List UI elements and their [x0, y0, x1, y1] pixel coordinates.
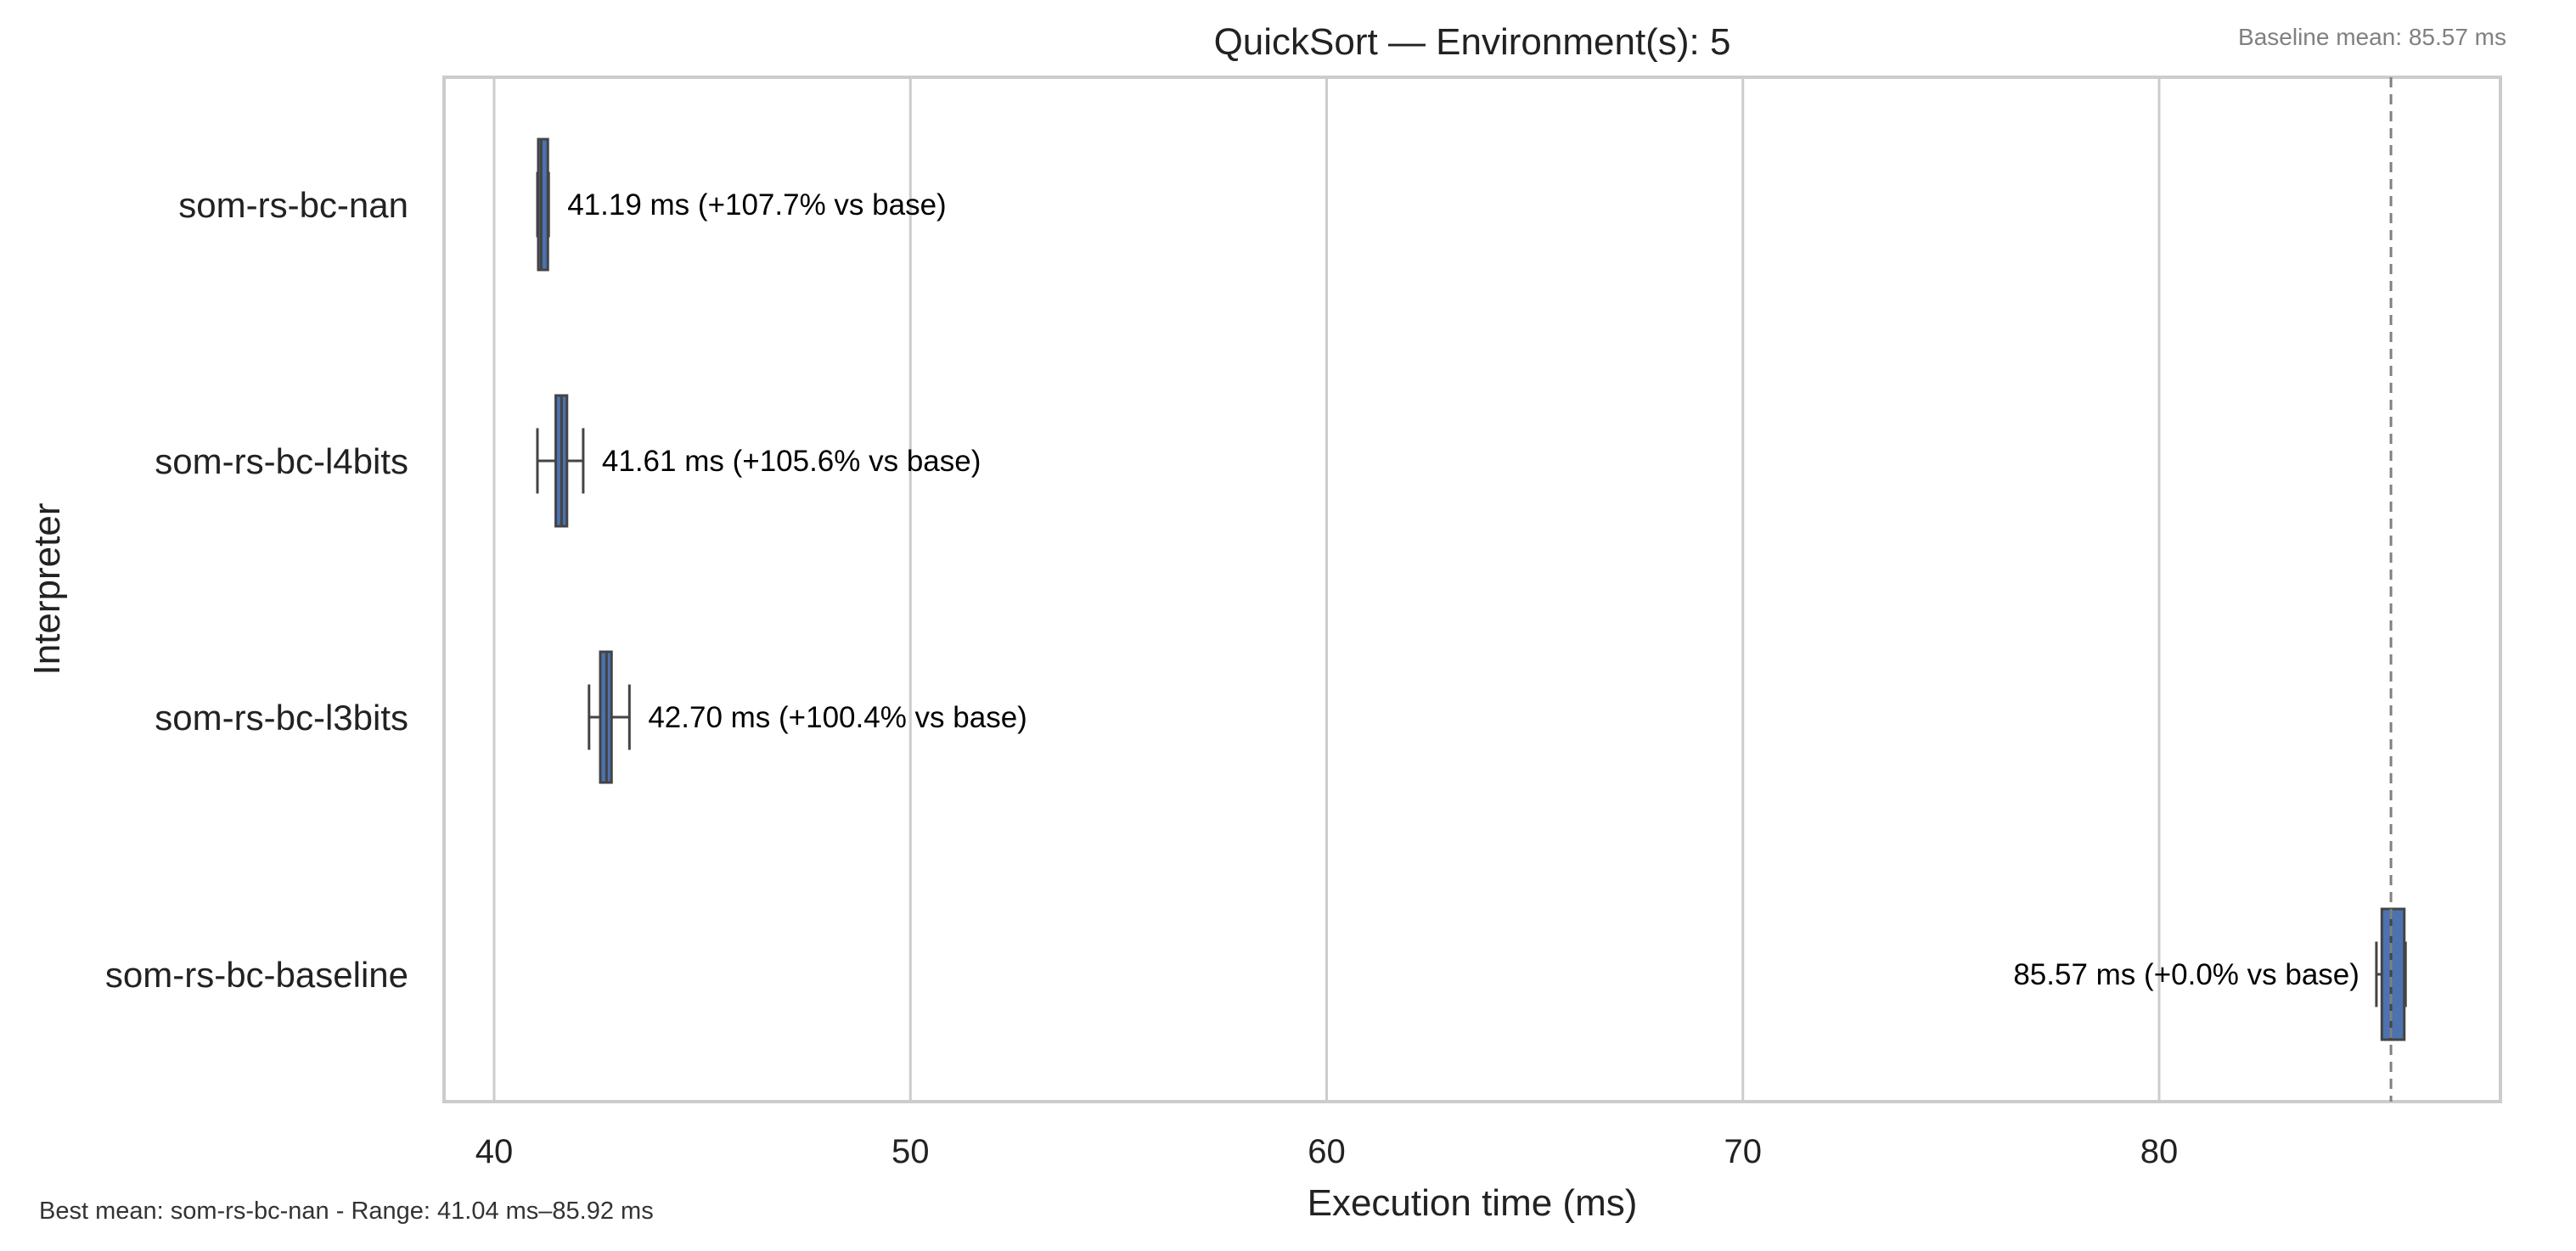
x-tick-label: 50 — [891, 1133, 930, 1170]
x-tick-label: 60 — [1308, 1133, 1346, 1170]
grid-lines — [492, 77, 2161, 1102]
y-tick-label: som-rs-bc-l3bits — [155, 698, 408, 738]
box-som-rs-bc-l4bits — [536, 394, 585, 528]
x-tick-label: 80 — [2140, 1133, 2179, 1170]
y-tick-label: som-rs-bc-nan — [178, 185, 408, 225]
x-axis-label: Execution time (ms) — [1308, 1182, 1638, 1224]
y-axis-label: Interpreter — [26, 503, 68, 676]
box-som-rs-bc-baseline — [2375, 907, 2407, 1041]
value-label: 42.70 ms (+100.4% vs base) — [648, 701, 1027, 734]
box-som-rs-bc-l3bits — [588, 650, 631, 784]
chart-title: QuickSort — Environment(s): 5 — [1214, 21, 1731, 63]
x-tick-label: 70 — [1724, 1133, 1763, 1170]
value-label: 41.61 ms (+105.6% vs base) — [602, 445, 981, 478]
boxes — [536, 137, 2407, 1041]
plot-frame — [442, 76, 2502, 1103]
box-iqr — [537, 137, 549, 272]
value-annotations: 41.19 ms (+107.7% vs base) 41.61 ms (+105… — [567, 188, 2359, 991]
box-som-rs-bc-nan — [536, 137, 550, 272]
baseline-mean-note: Baseline mean: 85.57 ms — [2238, 24, 2506, 50]
value-label: 41.19 ms (+107.7% vs base) — [567, 188, 947, 222]
footer-note: Best mean: som-rs-bc-nan - Range: 41.04 … — [39, 1198, 654, 1225]
y-tick-label: som-rs-bc-l4bits — [155, 441, 408, 481]
x-tick-labels: 40 50 60 70 80 — [475, 1133, 2179, 1170]
x-tick-label: 40 — [475, 1133, 514, 1170]
value-label: 85.57 ms (+0.0% vs base) — [2013, 958, 2359, 991]
y-tick-label: som-rs-bc-baseline — [105, 955, 408, 995]
y-category-labels: som-rs-bc-nan som-rs-bc-l4bits som-rs-bc-l… — [105, 185, 408, 995]
box-iqr — [2380, 907, 2406, 1041]
